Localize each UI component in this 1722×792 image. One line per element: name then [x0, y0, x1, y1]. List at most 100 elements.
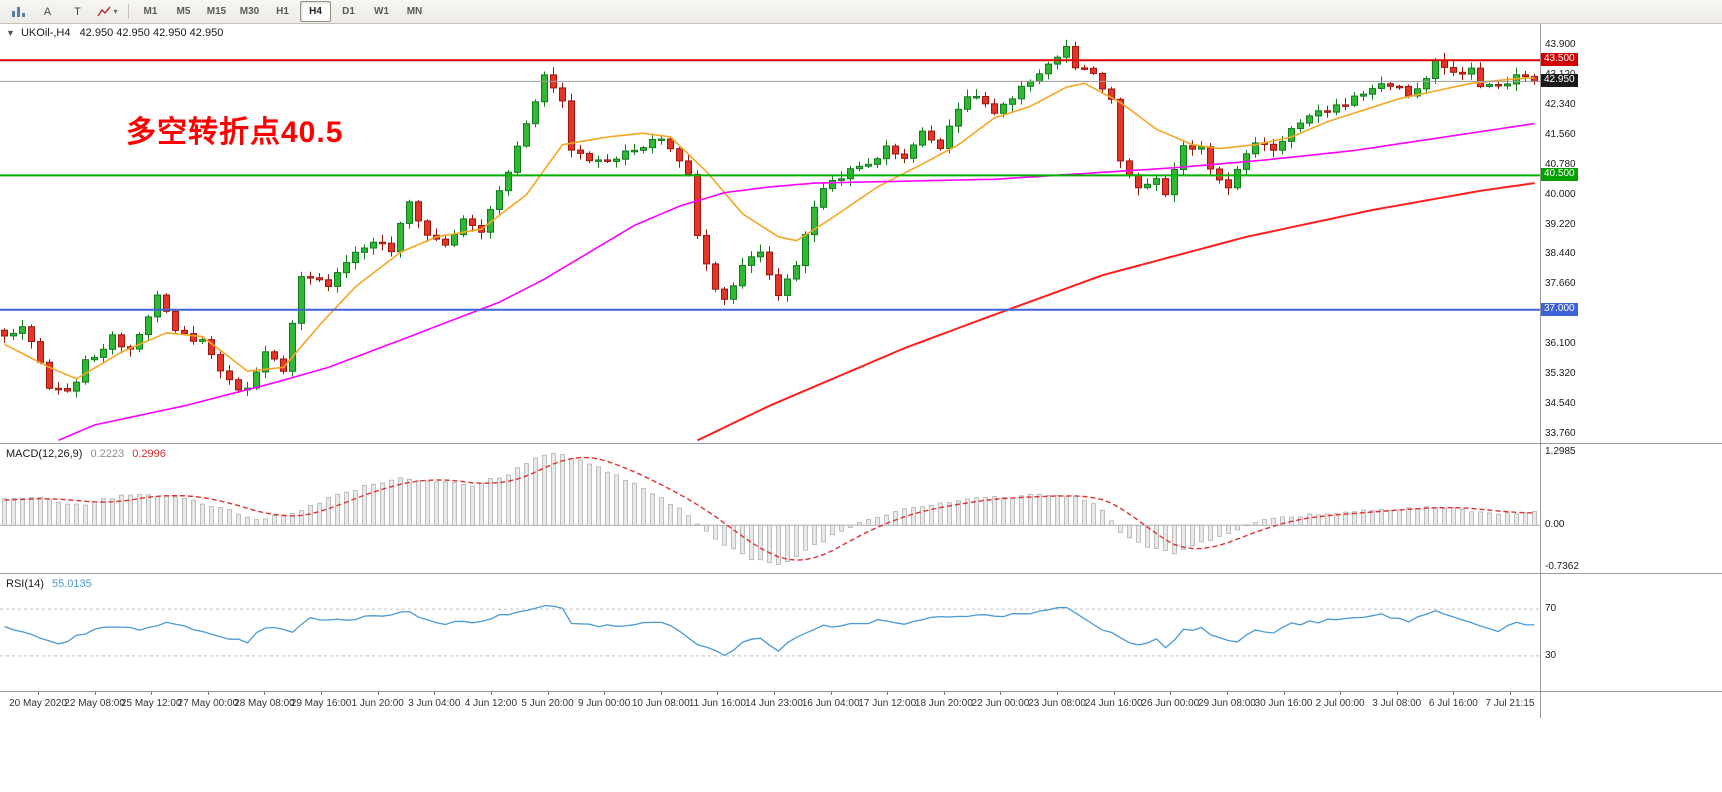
price-axis-label: 41.560 — [1545, 128, 1576, 140]
time-axis-tick — [1000, 692, 1002, 695]
time-axis-label: 22 Jun 00:00 — [971, 698, 1030, 709]
time-axis-label: 25 May 12:00 — [120, 698, 182, 709]
time-axis-label: 29 Jun 08:00 — [1198, 698, 1256, 709]
candles-layer — [1, 39, 1538, 398]
macd-panel[interactable]: MACD(12,26,9) 0.2223 0.2996 1.2985 0.00 -0… — [0, 444, 1722, 573]
time-axis-label: 16 Jun 04:00 — [801, 698, 860, 709]
time-axis-label: 29 May 16:00 — [290, 698, 352, 709]
rsi-value: 55.0135 — [51, 578, 92, 590]
timeframe-button-M1[interactable]: M1 — [143, 6, 158, 17]
timeframe-button-H4[interactable]: H4 — [300, 1, 331, 22]
trend-line-icon — [97, 6, 112, 16]
slow-ma-red-line[interactable] — [697, 182, 1535, 442]
timeframe-button-M30[interactable]: M30 — [239, 6, 260, 17]
time-axis-tick — [490, 692, 492, 695]
time-axis-tick — [943, 692, 945, 695]
macd-main-value: 0.2223 — [90, 448, 125, 460]
time-axis-tick — [38, 692, 39, 695]
price-axis-label: 40.780 — [1545, 158, 1576, 170]
time-axis-label: 3 Jul 08:00 — [1372, 698, 1422, 709]
price-axis-label: 36.100 — [1545, 338, 1576, 350]
toolbar-letter-button-T[interactable]: T — [74, 5, 81, 18]
main-chart-panel[interactable]: ▼ UKOil-,H4 42.950 42.950 42.950 42.950 … — [0, 23, 1722, 443]
price-axis-label: 35.320 — [1545, 368, 1576, 380]
price-axis-label: 33.760 — [1545, 428, 1576, 440]
time-axis-label: 1 Jun 20:00 — [351, 698, 404, 709]
time-axis-tick — [717, 692, 719, 695]
time-axis-tick — [151, 692, 153, 695]
timeframe-button-D1[interactable]: D1 — [342, 6, 355, 17]
timeframe-button-M5[interactable]: M5 — [176, 6, 191, 17]
timeframe-button-MN[interactable]: MN — [406, 6, 423, 17]
macd-signal-value: 0.2996 — [132, 448, 166, 460]
macd-axis-label: 1.2985 — [1545, 446, 1576, 458]
price-chart-canvas — [0, 39, 1540, 442]
time-axis-label: 27 May 00:00 — [177, 698, 239, 709]
time-axis-label: 26 Jun 00:00 — [1141, 698, 1200, 709]
toolbar-letter-button-A[interactable]: A — [43, 5, 52, 18]
price-axis-label: 37.660 — [1545, 278, 1576, 290]
macd-canvas — [0, 452, 1540, 565]
time-axis-tick — [1396, 692, 1398, 695]
symbol-timeframe-label: UKOil-,H4 — [20, 27, 71, 39]
time-axis-tick — [1113, 692, 1115, 695]
macd-axis-label: 0.00 — [1545, 519, 1565, 531]
time-axis-label: 5 Jun 20:00 — [521, 698, 574, 709]
price-tag-40.500[interactable]: 40.500 — [1541, 168, 1578, 182]
price-tag-37.000[interactable]: 37.000 — [1541, 302, 1578, 316]
rsi-header: RSI(14) 55.0135 — [6, 578, 92, 590]
timeframe-button-group: M1 M5 M15 M30 H1 H4 D1 W1 MN — [135, 1, 430, 22]
time-axis-label: 30 Jun 16:00 — [1254, 698, 1313, 709]
macd-signal-line — [4, 456, 1535, 561]
panel-separator[interactable] — [0, 443, 1722, 444]
time-axis-tick — [1057, 692, 1059, 695]
time-axis-label: 6 Jul 16:00 — [1428, 698, 1478, 709]
price-axis-label: 34.540 — [1545, 398, 1576, 410]
price-tag-43.500[interactable]: 43.500 — [1541, 53, 1578, 67]
time-axis-tick — [377, 692, 379, 695]
time-axis-label: 3 Jun 04:00 — [408, 698, 461, 709]
time-axis-tick — [94, 692, 96, 695]
collapse-triangle-icon[interactable]: ▼ — [6, 28, 15, 38]
chart-type-button[interactable] — [3, 1, 32, 22]
chart-header: ▼ UKOil-,H4 42.950 42.950 42.950 42.950 — [6, 27, 223, 39]
time-axis-label: 9 Jun 00:00 — [578, 698, 631, 709]
time-axis-tick — [660, 692, 662, 695]
time-axis-tick — [1170, 692, 1172, 695]
time-axis-tick — [1283, 692, 1285, 695]
time-axis-label: 10 Jun 08:00 — [631, 698, 690, 709]
timeframe-button-W1[interactable]: W1 — [374, 6, 389, 17]
panel-separator[interactable] — [0, 573, 1722, 574]
macd-indicator-name: MACD(12,26,9) — [6, 448, 83, 460]
ohlc-values: 42.950 42.950 42.950 42.950 — [79, 27, 224, 39]
time-axis-label: 14 Jun 23:00 — [745, 698, 803, 709]
timeframe-button-M15[interactable]: M15 — [206, 6, 227, 17]
rsi-indicator-name: RSI(14) — [6, 578, 44, 590]
time-axis-label: 18 Jun 20:00 — [914, 698, 973, 709]
price-tag-42.950[interactable]: 42.950 — [1541, 74, 1578, 88]
time-axis-tick — [1340, 692, 1342, 695]
time-axis-label: 28 May 08:00 — [234, 698, 295, 709]
time-axis-label: 7 Jul 21:15 — [1485, 698, 1535, 709]
bar-chart-icon — [11, 6, 25, 17]
price-axis-label: 43.120 — [1545, 69, 1576, 81]
time-axis-label: 4 Jun 12:00 — [464, 698, 518, 709]
time-axis-tick — [547, 692, 549, 695]
indicators-dropdown-button[interactable]: ▾ — [93, 1, 122, 22]
time-axis-tick — [830, 692, 832, 695]
time-axis-label: 20 May 2020 — [9, 698, 67, 709]
price-axis-border — [1540, 23, 1541, 718]
time-axis-label: 23 Jun 08:00 — [1028, 698, 1086, 709]
rsi-panel[interactable]: RSI(14) 55.0135 70 30 — [0, 574, 1722, 691]
mid-ma-magenta-line[interactable] — [58, 122, 1535, 442]
chart-annotation-text: 多空转折点40.5 — [126, 116, 344, 149]
macd-header: MACD(12,26,9) 0.2223 0.2996 — [6, 448, 166, 460]
price-axis-label: 39.220 — [1545, 218, 1576, 230]
time-axis-label: 22 May 08:00 — [64, 698, 125, 709]
time-axis-tick — [1453, 692, 1455, 695]
time-axis[interactable]: 20 May 2020 22 May 08:00 25 May 12:00 27 Ma… — [0, 692, 1722, 720]
time-axis-label: 17 Jun 12:00 — [858, 698, 917, 709]
timeframe-button-H1[interactable]: H1 — [276, 6, 289, 17]
fast-ma-orange-line[interactable] — [4, 76, 1535, 380]
time-axis-tick — [264, 692, 266, 695]
